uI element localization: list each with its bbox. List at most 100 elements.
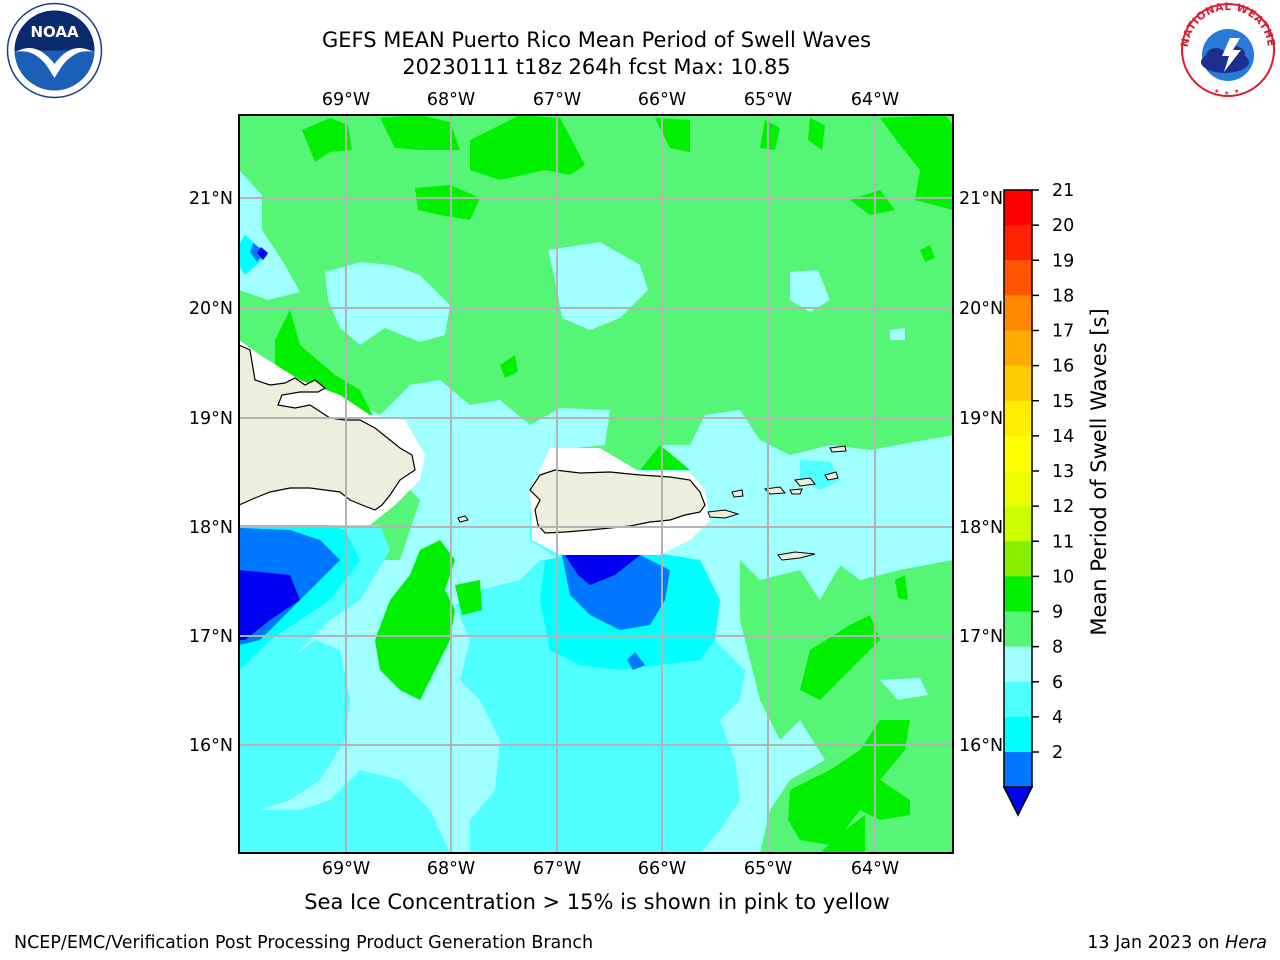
contour-10-11s bbox=[500, 355, 518, 378]
colorbar-segment bbox=[1004, 295, 1032, 331]
lat-label-right: 19°N bbox=[959, 409, 1003, 429]
lon-label-bottom: 69°W bbox=[322, 859, 370, 879]
contour-10-11s bbox=[760, 120, 780, 150]
contour-8-9s bbox=[800, 540, 845, 580]
colorbar: 21 20 19 18 17 16 15 14 13 12 11 10 9 8 6 4 2 bbox=[1002, 181, 1074, 817]
map-gridlines bbox=[239, 115, 953, 853]
colorbar-tick-label: 15 bbox=[1052, 392, 1074, 412]
colorbar-segment bbox=[1004, 471, 1032, 507]
footer-date: 13 Jan 2023 on Hera bbox=[1087, 933, 1267, 953]
contour-below-2s bbox=[257, 247, 268, 260]
colorbar-tick-label: 19 bbox=[1052, 251, 1074, 271]
contour-below-2s bbox=[239, 570, 300, 640]
colorbar-tick-label: 13 bbox=[1052, 462, 1074, 482]
contour-6-8s bbox=[239, 770, 450, 853]
lat-label-right: 17°N bbox=[959, 627, 1003, 647]
lat-label-right: 16°N bbox=[959, 736, 1003, 756]
colorbar-extend-arrow bbox=[1002, 786, 1034, 817]
colorbar-tick-label: 11 bbox=[1052, 532, 1074, 552]
colorbar-segment bbox=[1004, 190, 1032, 226]
noaa-logo-icon: NOAA bbox=[6, 2, 103, 99]
colorbar-tick-label: 21 bbox=[1052, 181, 1074, 201]
colorbar-segment bbox=[1004, 611, 1032, 648]
lat-label-left: 16°N bbox=[189, 736, 233, 756]
contour-8-9s bbox=[890, 328, 905, 340]
contour-10-11s bbox=[302, 118, 352, 162]
contour-2-4s bbox=[627, 652, 645, 670]
island bbox=[731, 489, 744, 498]
colorbar-tick-label: 17 bbox=[1052, 322, 1074, 342]
colorbar-frame bbox=[1003, 189, 1033, 788]
contour-10-11s bbox=[788, 720, 910, 845]
colorbar-segment bbox=[1004, 576, 1032, 612]
lon-label-top: 64°W bbox=[851, 90, 899, 110]
colorbar-tick-label: 4 bbox=[1052, 708, 1063, 728]
lon-label-bottom: 64°W bbox=[851, 859, 899, 879]
colorbar-tick-label: 16 bbox=[1052, 357, 1074, 377]
lat-label-right: 20°N bbox=[959, 299, 1003, 319]
colorbar-segment bbox=[1004, 752, 1032, 788]
lon-label-bottom: 66°W bbox=[638, 859, 686, 879]
map-subtitle-date: 20230111 t18z 264h fcst Max: 10.85 bbox=[402, 55, 791, 79]
colorbar-segment bbox=[1004, 541, 1032, 577]
lat-label-right: 21°N bbox=[959, 189, 1003, 209]
contour-10-11s bbox=[820, 815, 865, 853]
colorbar-segment bbox=[1004, 506, 1032, 542]
lon-label-top: 67°W bbox=[533, 90, 581, 110]
svg-text:★: ★ bbox=[1224, 90, 1229, 97]
svg-text:★: ★ bbox=[1214, 88, 1219, 95]
lat-label-left: 19°N bbox=[189, 409, 233, 429]
colorbar-tick-label: 9 bbox=[1052, 603, 1063, 623]
contour-8-9s bbox=[880, 678, 928, 700]
contour-10-11s bbox=[880, 115, 953, 210]
island bbox=[829, 445, 847, 453]
noaa-logo-text: NOAA bbox=[30, 23, 79, 41]
colorbar-segment bbox=[1004, 225, 1032, 261]
lon-label-top: 65°W bbox=[744, 90, 792, 110]
contour-10-11s bbox=[275, 310, 375, 420]
contour-10-11s bbox=[895, 575, 908, 600]
colorbar-tick-label: 8 bbox=[1052, 638, 1063, 658]
footer-credit: NCEP/EMC/Verification Post Processing Pr… bbox=[14, 933, 594, 953]
sea-ice-note: Sea Ice Concentration > 15% is shown in … bbox=[304, 890, 890, 914]
colorbar-tick-label: 6 bbox=[1052, 673, 1063, 693]
contour-6-8s bbox=[239, 640, 350, 810]
colorbar-segment bbox=[1004, 260, 1032, 296]
lat-label-left: 20°N bbox=[189, 299, 233, 319]
lon-label-bottom: 68°W bbox=[427, 859, 475, 879]
island bbox=[789, 488, 803, 495]
lat-label-left: 17°N bbox=[189, 627, 233, 647]
contour-10-11s bbox=[655, 118, 690, 152]
map-title: GEFS MEAN Puerto Rico Mean Period of Swe… bbox=[321, 28, 872, 52]
contour-10-11s bbox=[455, 580, 482, 615]
colorbar-tick-label: 14 bbox=[1052, 427, 1074, 447]
colorbar-label: Mean Period of Swell Waves [s] bbox=[1087, 308, 1111, 635]
contour-10-11s bbox=[375, 540, 455, 700]
contour-below-2s bbox=[565, 555, 640, 585]
contour-8-9s bbox=[790, 270, 830, 312]
contour-8-9s bbox=[239, 170, 300, 300]
colorbar-tick-label: 12 bbox=[1052, 497, 1074, 517]
land-hispaniola bbox=[239, 344, 416, 511]
colorbar-tick-label: 10 bbox=[1052, 567, 1074, 587]
colorbar-segment bbox=[1004, 330, 1032, 367]
contour-10-11s bbox=[808, 118, 825, 150]
colorbar-tick-label: 20 bbox=[1052, 216, 1074, 236]
colorbar-tick-label: 2 bbox=[1052, 743, 1063, 763]
nws-logo-icon: NATIONAL WEATHER SERVICE ★★★ bbox=[1178, 0, 1276, 97]
contour-10-11s bbox=[415, 185, 480, 220]
lon-label-top: 69°W bbox=[322, 90, 370, 110]
lat-label-left: 21°N bbox=[189, 189, 233, 209]
lon-label-top: 68°W bbox=[427, 90, 475, 110]
lon-label-bottom: 67°W bbox=[533, 859, 581, 879]
island bbox=[707, 509, 740, 519]
colorbar-segment bbox=[1004, 681, 1032, 718]
lat-label-left: 18°N bbox=[189, 518, 233, 538]
svg-text:★: ★ bbox=[1234, 88, 1239, 95]
colorbar-segment bbox=[1004, 435, 1032, 472]
island bbox=[777, 551, 816, 561]
contour-10-11s bbox=[380, 115, 460, 150]
colorbar-segment bbox=[1004, 716, 1032, 753]
lon-label-bottom: 65°W bbox=[744, 859, 792, 879]
